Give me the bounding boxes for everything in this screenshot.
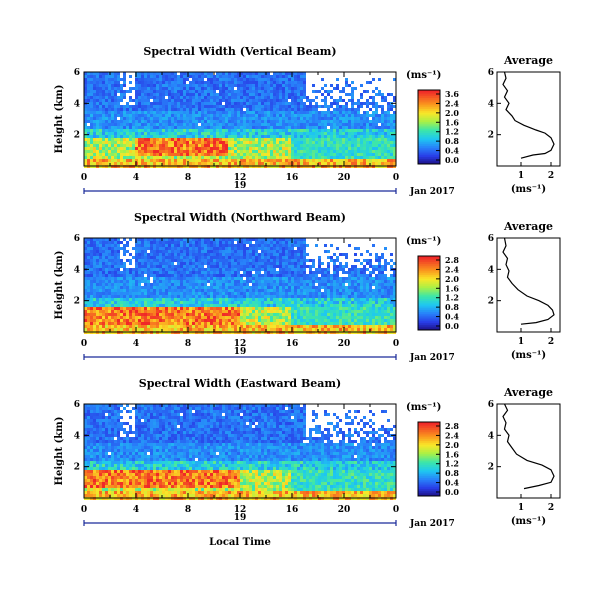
x-tick-label: 8 (185, 339, 191, 349)
profile-x-tick-label: 2 (548, 503, 554, 513)
date-label: Jan 2017 (409, 353, 455, 363)
profile-x-tick-label: 2 (548, 337, 554, 347)
y-tick-label: 2 (74, 297, 80, 307)
profile-line (503, 72, 554, 158)
panel-2: Spectral Width (Northward Beam) 6 4 2 Height… (54, 211, 560, 363)
x-tick-label: 20 (338, 173, 351, 183)
profile-y-tick-label: 6 (488, 234, 494, 244)
x-tick-label: 20 (338, 505, 351, 515)
profile-y-tick-label: 2 (488, 131, 494, 141)
profile-y-tick-label: 4 (488, 265, 494, 275)
y-tick-label: 2 (74, 131, 80, 141)
y-axis-label: Height (km) (54, 417, 65, 486)
y-tick-label: 6 (74, 234, 80, 244)
profile-x-label: (ms⁻¹) (511, 184, 546, 195)
x-tick-label: 4 (133, 505, 139, 515)
y-tick-label: 4 (74, 431, 80, 441)
profile-y-tick-label: 2 (488, 463, 494, 473)
profile-x-tick-label: 1 (518, 503, 524, 513)
profile-title: Average (503, 386, 553, 399)
x-tick-label: 16 (286, 505, 299, 515)
x-tick-label: 4 (133, 339, 139, 349)
profile-line (503, 238, 554, 324)
heatmap-cells (84, 404, 396, 500)
colorbar: (ms⁻¹)2.82.42.01.61.20.80.40.0 (406, 236, 459, 331)
heatmap-cells (84, 72, 396, 168)
profile-frame (497, 72, 560, 166)
x-tick-label: 16 (286, 173, 299, 183)
profile-y-tick-label: 4 (488, 431, 494, 441)
x-tick-label: 0 (393, 173, 399, 183)
profile-title: Average (503, 54, 553, 67)
profile-x-label: (ms⁻¹) (511, 516, 546, 527)
colorbar-tick-label: 0.0 (445, 321, 459, 331)
profile-y-tick-label: 4 (488, 99, 494, 109)
x-tick-label: 8 (185, 505, 191, 515)
date-day-label: 19 (234, 513, 247, 523)
x-tick-label: 0 (81, 505, 87, 515)
x-tick-label: 0 (81, 173, 87, 183)
panel-1: Spectral Width (Vertical Beam) 6 4 2 Height … (54, 45, 560, 197)
colorbar-unit: (ms⁻¹) (406, 70, 441, 81)
date-label: Jan 2017 (409, 519, 455, 529)
y-tick-label: 2 (74, 463, 80, 473)
x-tick-label: 16 (286, 339, 299, 349)
profile-line (503, 404, 554, 489)
profile-title: Average (503, 220, 553, 233)
x-tick-label: 20 (338, 339, 351, 349)
profile-x-tick-label: 1 (518, 171, 524, 181)
profile-y-tick-label: 2 (488, 297, 494, 307)
x-tick-label: 0 (393, 505, 399, 515)
y-tick-label: 6 (74, 400, 80, 410)
x-tick-label: 0 (81, 339, 87, 349)
profile-y-tick-label: 6 (488, 400, 494, 410)
x-tick-label: 4 (133, 173, 139, 183)
profile-frame (497, 404, 560, 498)
colorbar: (ms⁻¹)2.82.42.01.61.20.80.40.0 (406, 402, 459, 497)
panel-title: Spectral Width (Northward Beam) (134, 211, 346, 224)
x-tick-label: 0 (393, 339, 399, 349)
date-day-label: 19 (234, 347, 247, 357)
x-axis-label: Local Time (209, 537, 271, 548)
y-axis-label: Height (km) (54, 85, 65, 154)
x-tick-label: 8 (185, 173, 191, 183)
y-axis-label: Height (km) (54, 251, 65, 320)
panel-title: Spectral Width (Vertical Beam) (143, 45, 336, 58)
panel-title: Spectral Width (Eastward Beam) (139, 377, 341, 390)
y-tick-label: 4 (74, 265, 80, 275)
profile-x-tick-label: 1 (518, 337, 524, 347)
profile-x-label: (ms⁻¹) (511, 350, 546, 361)
colorbar-tick-label: 0.0 (445, 155, 459, 165)
colorbar-unit: (ms⁻¹) (406, 236, 441, 247)
colorbar-unit: (ms⁻¹) (406, 402, 441, 413)
date-label: Jan 2017 (409, 187, 455, 197)
colorbar: (ms⁻¹)3.62.42.01.61.20.80.40.0 (406, 70, 459, 165)
date-day-label: 19 (234, 181, 247, 191)
colorbar-tick-label: 0.0 (445, 487, 459, 497)
heatmap-cells (84, 238, 396, 334)
profile-x-tick-label: 2 (548, 171, 554, 181)
profile-y-tick-label: 6 (488, 68, 494, 78)
y-tick-label: 4 (74, 99, 80, 109)
panel-3: Spectral Width (Eastward Beam) 6 4 2 Height … (54, 377, 560, 548)
y-tick-label: 6 (74, 68, 80, 78)
